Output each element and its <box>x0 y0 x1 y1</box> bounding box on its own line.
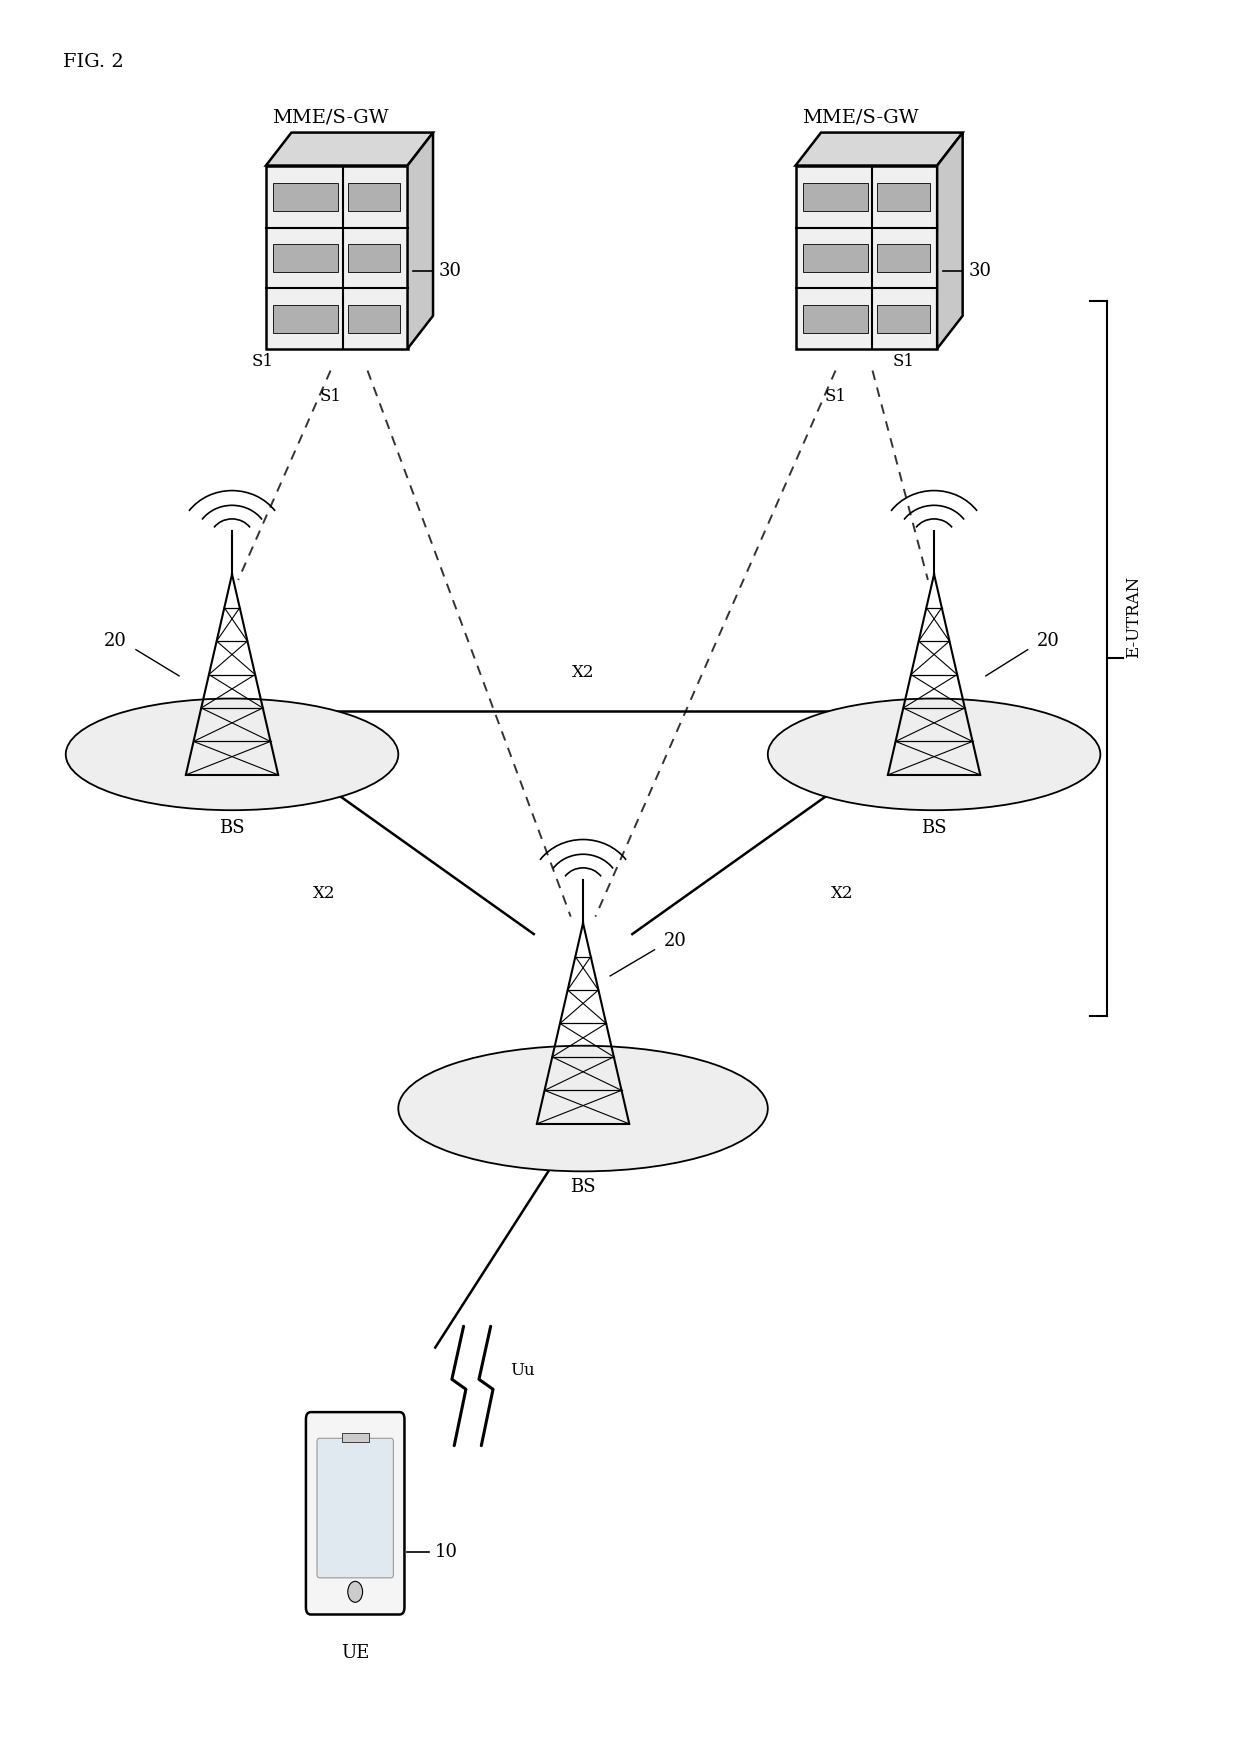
Text: BS: BS <box>921 819 947 836</box>
Polygon shape <box>937 133 962 349</box>
Text: BS: BS <box>219 819 244 836</box>
Polygon shape <box>273 244 339 272</box>
Text: MME/S-GW: MME/S-GW <box>273 109 389 126</box>
Polygon shape <box>804 305 868 333</box>
Polygon shape <box>408 133 433 349</box>
FancyBboxPatch shape <box>317 1437 393 1578</box>
Polygon shape <box>796 165 937 349</box>
Text: X2: X2 <box>831 885 853 903</box>
Polygon shape <box>804 244 868 272</box>
Polygon shape <box>878 244 930 272</box>
Text: 30: 30 <box>968 263 992 280</box>
Text: 20: 20 <box>104 633 126 650</box>
Polygon shape <box>347 182 401 212</box>
Text: BS: BS <box>570 1178 596 1196</box>
Polygon shape <box>265 133 433 165</box>
Polygon shape <box>796 133 962 165</box>
Text: S1: S1 <box>825 387 847 405</box>
Polygon shape <box>273 182 339 212</box>
Polygon shape <box>347 305 401 333</box>
Text: S1: S1 <box>252 354 274 370</box>
Polygon shape <box>273 305 339 333</box>
FancyBboxPatch shape <box>306 1413 404 1615</box>
Polygon shape <box>878 305 930 333</box>
Ellipse shape <box>768 698 1100 810</box>
Text: 20: 20 <box>1037 633 1060 650</box>
Text: 20: 20 <box>663 933 687 950</box>
Polygon shape <box>265 165 408 349</box>
Text: FIG. 2: FIG. 2 <box>63 53 124 72</box>
Text: X2: X2 <box>314 885 336 903</box>
Polygon shape <box>347 244 401 272</box>
Text: S1: S1 <box>320 387 341 405</box>
Text: 30: 30 <box>439 263 463 280</box>
Ellipse shape <box>66 698 398 810</box>
Polygon shape <box>342 1432 368 1441</box>
Text: UE: UE <box>341 1644 370 1662</box>
Text: E-UTRAN: E-UTRAN <box>1125 577 1142 659</box>
Text: 10: 10 <box>435 1543 459 1560</box>
Text: Uu: Uu <box>511 1362 534 1380</box>
Circle shape <box>347 1581 362 1602</box>
Ellipse shape <box>398 1047 768 1171</box>
Text: X2: X2 <box>572 664 594 680</box>
Text: S1: S1 <box>893 354 914 370</box>
Text: MME/S-GW: MME/S-GW <box>802 109 919 126</box>
Polygon shape <box>878 182 930 212</box>
Polygon shape <box>804 182 868 212</box>
